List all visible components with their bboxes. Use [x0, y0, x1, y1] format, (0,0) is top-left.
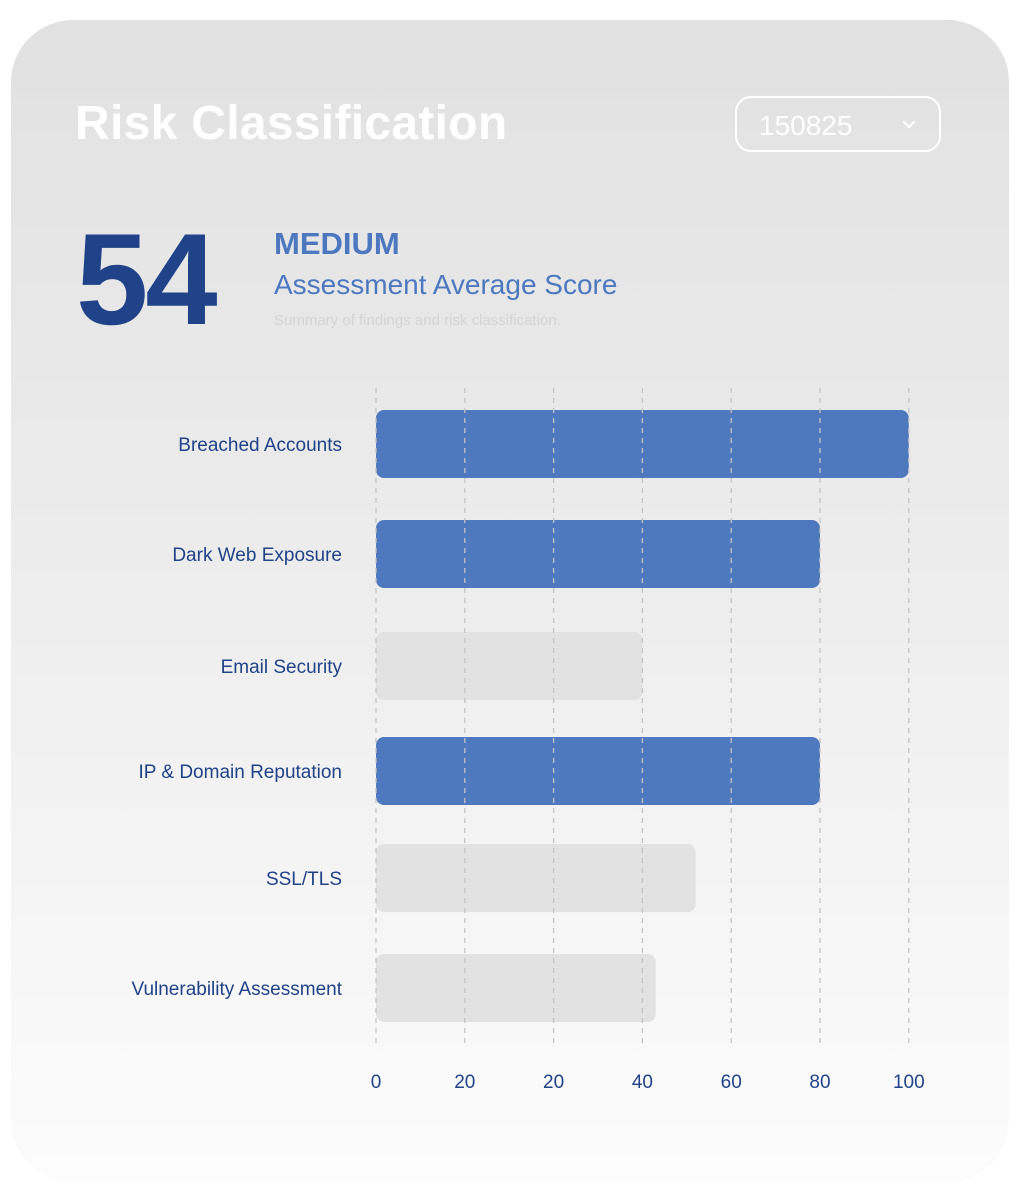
x-tick-label: 60 [721, 1072, 742, 1093]
x-tick-label: 20 [454, 1072, 475, 1093]
category-label: Email Security [221, 657, 343, 678]
category-label: Dark Web Exposure [172, 545, 342, 566]
category-label: IP & Domain Reputation [139, 762, 343, 783]
bar [376, 520, 820, 588]
selector-value: 150825 [759, 110, 853, 141]
x-tick-label: 80 [809, 1072, 830, 1093]
average-score: 54 [76, 206, 218, 352]
x-tick-label: 20 [543, 1072, 564, 1093]
bar [376, 844, 696, 912]
bar [376, 954, 656, 1022]
risk-level: MEDIUM [274, 226, 400, 261]
category-label: Vulnerability Assessment [131, 979, 342, 1000]
chevron-down-icon [902, 120, 916, 129]
bar [376, 737, 820, 805]
bar [376, 410, 909, 478]
assessment-selector[interactable]: 150825 [735, 96, 941, 152]
category-label: SSL/TLS [266, 869, 342, 890]
x-tick-label: 40 [632, 1072, 653, 1093]
card-title: Risk Classification [75, 97, 508, 150]
x-tick-label: 0 [371, 1072, 382, 1093]
bar [376, 632, 643, 700]
score-subtitle: Assessment Average Score [274, 269, 618, 300]
score-description: Summary of findings and risk classificat… [274, 312, 561, 329]
category-label: Breached Accounts [178, 435, 342, 456]
x-tick-label: 100 [893, 1072, 925, 1093]
